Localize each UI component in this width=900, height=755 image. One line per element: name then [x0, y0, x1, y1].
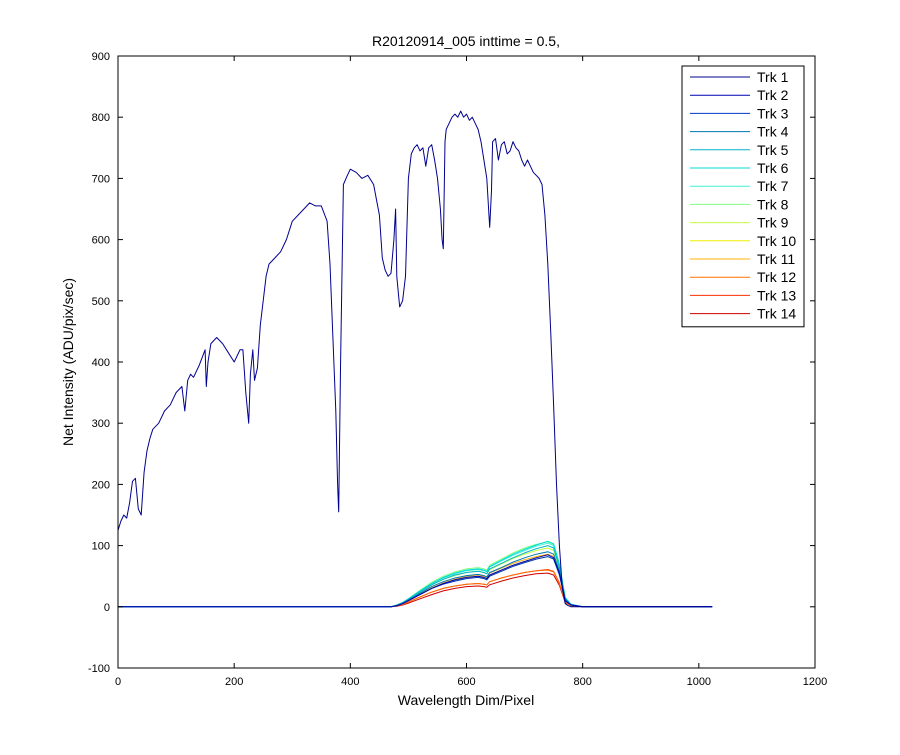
y-tick-label: 0: [104, 602, 110, 614]
tick-layer: 0 200 400 600 800 1000 1200 -100 0 100 200 300 400 50…: [88, 51, 827, 688]
legend-label: Trk 12: [757, 269, 796, 285]
legend-label: Trk 13: [757, 287, 796, 303]
legend-label: Trk 11: [757, 251, 795, 267]
x-tick-label: 800: [573, 676, 591, 688]
y-tick-label: 900: [92, 51, 110, 63]
x-tick-label: 200: [225, 676, 243, 688]
legend-label: Trk 6: [757, 160, 789, 176]
legend-label: Trk 1: [757, 69, 789, 85]
x-tick-label: 1000: [687, 676, 711, 688]
legend: Trk 1 Trk 2 Trk 3 Trk 4 Trk 5 Trk 6 Trk 7 Trk 8…: [681, 65, 805, 328]
legend-label: Trk 14: [757, 306, 796, 322]
y-axis-title: Net Intensity (ADU/pix/sec): [60, 278, 76, 446]
legend-box: [681, 65, 805, 328]
x-tick-label: 400: [341, 676, 359, 688]
legend-label: Trk 2: [757, 87, 789, 103]
legend-label: Trk 8: [757, 196, 789, 212]
chart-title: R20120914_005 inttime = 0.5,: [372, 33, 560, 49]
legend-label: Trk 7: [757, 178, 789, 194]
y-tick-label: 800: [92, 112, 110, 124]
y-tick-label: 400: [92, 357, 110, 369]
x-tick-label: 600: [457, 676, 475, 688]
y-tick-label: 300: [92, 418, 110, 430]
series-layer: [117, 110, 713, 608]
legend-label: Trk 4: [757, 124, 789, 140]
y-tick-label: 200: [92, 479, 110, 491]
y-tick-label: 700: [92, 173, 110, 185]
x-axis-title: Wavelength Dim/Pixel: [398, 692, 534, 708]
y-tick-label: 500: [92, 296, 110, 308]
y-tick-label: 100: [92, 541, 110, 553]
y-tick-label: -100: [88, 663, 110, 675]
x-tick-label: 0: [115, 676, 121, 688]
y-tick-label: 600: [92, 235, 110, 247]
legend-label: Trk 10: [757, 233, 796, 249]
legend-label: Trk 9: [757, 215, 789, 231]
series-line-trk-2: [118, 554, 713, 608]
legend-label: Trk 5: [757, 142, 789, 158]
x-tick-label: 1200: [803, 676, 827, 688]
series-line-trk-1: [117, 110, 713, 608]
legend-label: Trk 3: [757, 105, 789, 121]
